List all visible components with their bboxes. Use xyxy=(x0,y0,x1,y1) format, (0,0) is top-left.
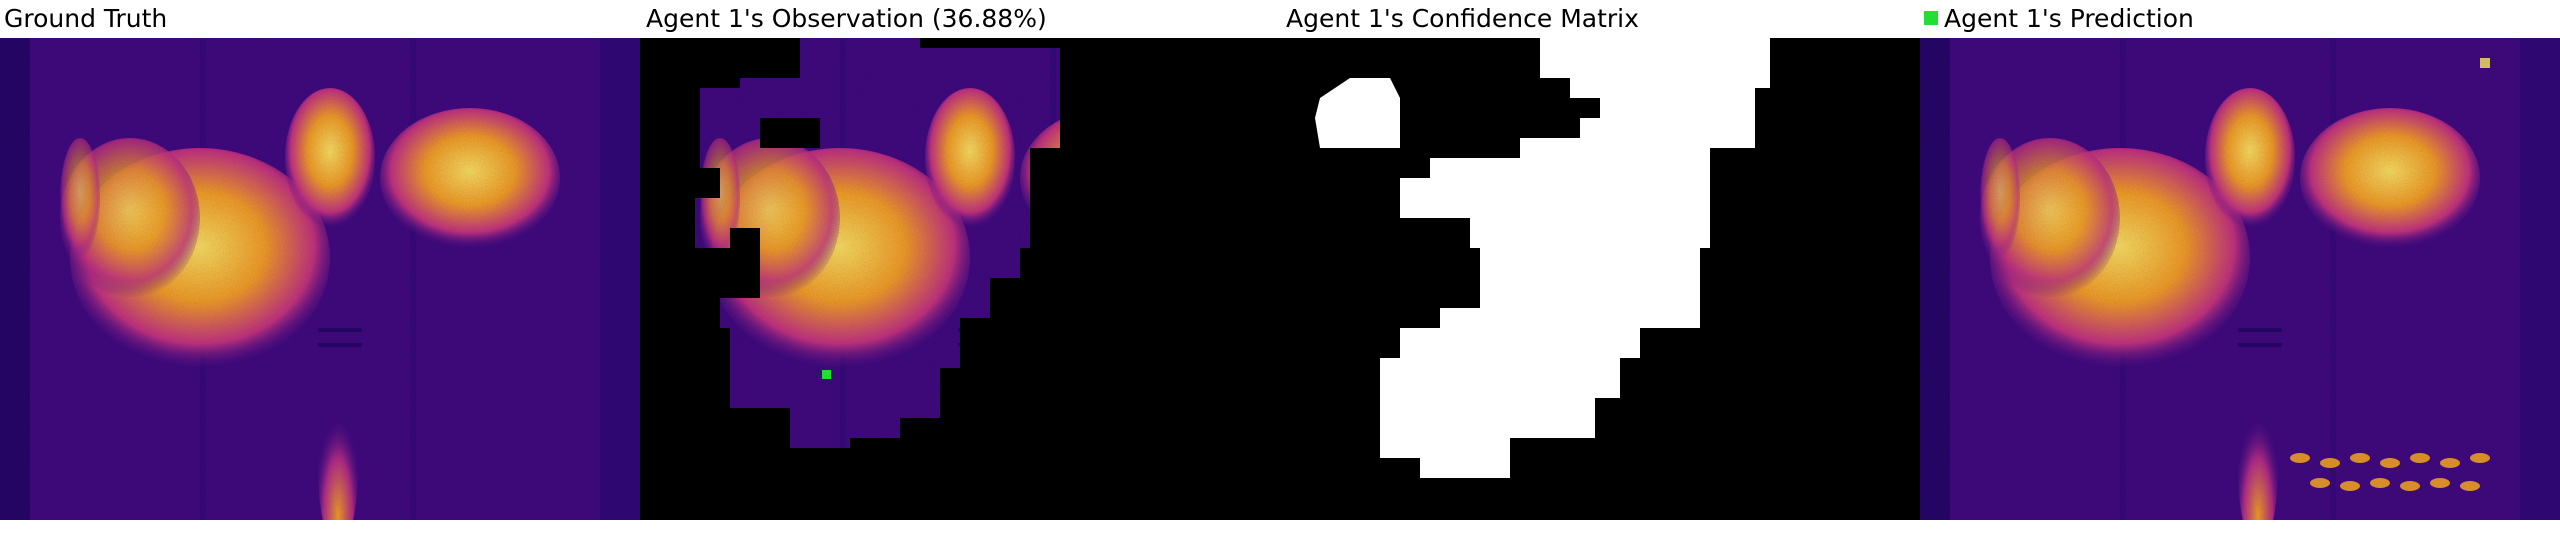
confidence-title: Agent 1's Confidence Matrix xyxy=(1286,4,1639,33)
observation-title: Agent 1's Observation (36.88%) xyxy=(646,4,1047,33)
confidence-matrix-image xyxy=(1280,38,1920,520)
prediction-title-wrap: Agent 1's Prediction xyxy=(1924,0,2194,38)
prediction-title: Agent 1's Prediction xyxy=(1944,4,2194,33)
ground-truth-title: Ground Truth xyxy=(4,4,168,33)
green-square-icon xyxy=(1924,11,1938,25)
ground-truth-image xyxy=(0,38,640,520)
agent-marker xyxy=(822,370,831,379)
prediction-image xyxy=(1920,38,2560,520)
observation-image xyxy=(640,38,1280,520)
